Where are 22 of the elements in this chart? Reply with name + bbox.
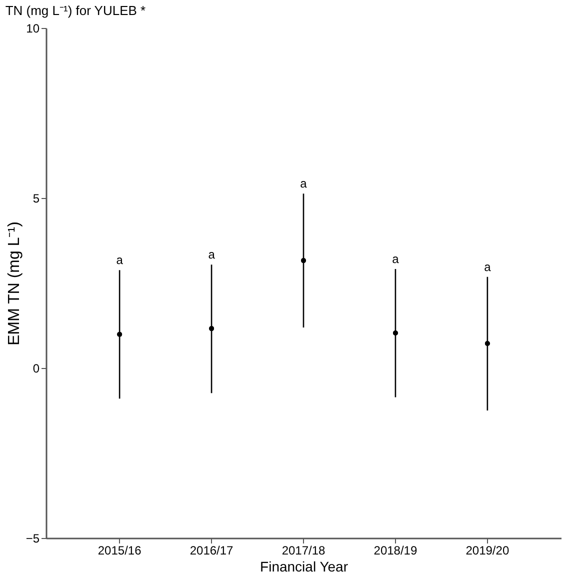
y-tick-label: 0 (32, 362, 40, 376)
annotation: a (484, 260, 492, 274)
x-axis-title: Financial Year (260, 558, 348, 574)
x-tick-label: 2019/20 (466, 544, 510, 558)
point (484, 341, 490, 346)
annotation: a (300, 176, 308, 191)
x-tick-label: 2018/19 (374, 544, 418, 558)
point (209, 326, 214, 332)
x-tick-label: 2016/17 (190, 544, 234, 558)
point (392, 330, 398, 336)
annotation: a (392, 252, 400, 266)
y-tick-label: 5 (32, 192, 40, 206)
annotation: a (208, 248, 216, 262)
chart-title: TN (mg L⁻¹) for YULEB * (5, 3, 146, 18)
y-axis-title: EMM TN (mg L⁻¹) (6, 222, 23, 346)
x-tick-label: 2015/16 (98, 544, 142, 558)
point (117, 332, 122, 337)
y-tick-label: 10 (26, 22, 40, 36)
x-tick-label: 2017/18 (282, 544, 326, 558)
point (301, 258, 306, 264)
annotation: a (116, 253, 124, 268)
y-tick-label: −5 (26, 532, 40, 546)
